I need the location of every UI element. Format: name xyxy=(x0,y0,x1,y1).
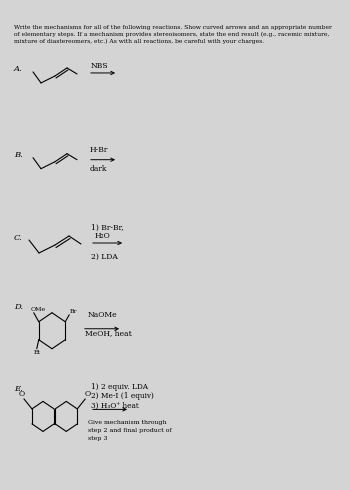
Text: E.: E. xyxy=(14,386,23,393)
Text: OMe: OMe xyxy=(31,307,46,312)
Text: D.: D. xyxy=(14,303,23,311)
Text: dark: dark xyxy=(90,165,107,172)
Text: 3) H₃O⁺ heat: 3) H₃O⁺ heat xyxy=(91,401,139,410)
Text: NBS: NBS xyxy=(91,62,108,70)
Text: B.: B. xyxy=(14,151,23,159)
Text: step 3: step 3 xyxy=(88,437,107,441)
Text: A.: A. xyxy=(14,65,23,73)
Text: MeOH, heat: MeOH, heat xyxy=(85,329,132,337)
Text: mixture of diastereomers, etc.) As with all reactions, be careful with your char: mixture of diastereomers, etc.) As with … xyxy=(14,39,264,44)
Text: H-Br: H-Br xyxy=(90,146,108,154)
Text: Write the mechanisms for all of the following reactions. Show curved arrows and : Write the mechanisms for all of the foll… xyxy=(14,25,332,30)
Text: Give mechanism through: Give mechanism through xyxy=(88,420,167,425)
Text: 2) Me-I (1 equiv): 2) Me-I (1 equiv) xyxy=(91,392,154,400)
Text: 1) Br-Br,: 1) Br-Br, xyxy=(91,224,124,232)
Text: step 2 and final product of: step 2 and final product of xyxy=(88,428,172,433)
Text: O: O xyxy=(84,390,90,398)
Text: C.: C. xyxy=(14,234,23,242)
Text: of elementary steps. If a mechanism provides stereoisomers, state the end result: of elementary steps. If a mechanism prov… xyxy=(14,32,329,37)
Text: Et: Et xyxy=(34,350,41,355)
Text: O: O xyxy=(19,390,25,398)
Text: 2) LDA: 2) LDA xyxy=(91,253,118,261)
Text: H₂O: H₂O xyxy=(95,232,111,240)
Text: NaOMe: NaOMe xyxy=(88,311,118,319)
Text: Br: Br xyxy=(69,309,77,314)
Text: 1) 2 equiv. LDA: 1) 2 equiv. LDA xyxy=(91,383,148,392)
